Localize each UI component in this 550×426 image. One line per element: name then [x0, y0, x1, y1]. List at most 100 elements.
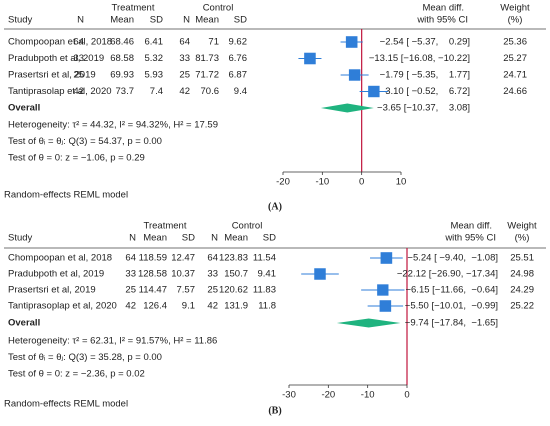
group-header: Control [232, 221, 263, 232]
column-header: SD [182, 233, 195, 244]
cell: 64 [179, 37, 190, 48]
column-header: Mean [110, 15, 134, 26]
note: Test of θᵢ = θⱼ: Q(3) = 35.28, p = 0.00 [8, 352, 162, 363]
study-name: Tantiprasolap et al, 2020 [8, 86, 112, 97]
cell: 10.37 [171, 269, 195, 280]
column-header: Study [8, 15, 33, 26]
cell: 6.76 [229, 53, 248, 64]
model-note: Random-effects REML model [4, 399, 128, 410]
cell: 69.93 [110, 70, 134, 81]
column-header: N [211, 233, 218, 244]
cell: 118.59 [139, 253, 167, 264]
cell: 73.7 [116, 86, 135, 97]
overall-name: Overall [8, 318, 40, 329]
study-name: Pradubpoth et al, 2019 [8, 269, 104, 280]
note: Test of θ = 0: z = −2.36, p = 0.02 [8, 369, 145, 380]
cell: 68.58 [110, 53, 134, 64]
cell: 71 [208, 37, 219, 48]
x-tick-label: 0 [359, 177, 364, 188]
x-tick-label: -30 [282, 390, 296, 401]
cell: 114.47 [139, 285, 167, 296]
cell: 150.7 [224, 269, 248, 280]
weight-label: 24.71 [503, 70, 527, 81]
column-header: Mean diff. [450, 221, 492, 232]
note: Test of θ = 0: z = −1.06, p = 0.29 [8, 153, 145, 164]
column-header: with 95% CI [444, 233, 496, 244]
x-tick-label: -10 [361, 390, 375, 401]
column-header: N [77, 15, 84, 26]
weight-label: 24.66 [503, 86, 527, 97]
x-tick-label: -20 [321, 390, 335, 401]
column-header: SD [263, 233, 276, 244]
overall-diamond [336, 318, 401, 328]
cell: 42 [179, 86, 190, 97]
cell: 9.4 [234, 86, 247, 97]
column-header: Mean diff. [422, 3, 464, 14]
effect-square [314, 268, 326, 280]
model-note: Random-effects REML model [4, 190, 128, 201]
cell: 9.41 [258, 269, 277, 280]
overall-name: Overall [8, 103, 40, 114]
cell: 42 [207, 301, 218, 312]
cell: 64 [207, 253, 218, 264]
cell: 33 [125, 269, 136, 280]
group-header: Treatment [144, 221, 187, 232]
cell: 9.62 [229, 37, 248, 48]
cell: 120.62 [219, 285, 248, 296]
cell: 42 [73, 86, 84, 97]
cell: 70.6 [201, 86, 220, 97]
column-header: Weight [500, 3, 530, 14]
study-name: Chompoopan et al, 2018 [8, 37, 112, 48]
cell: 6.87 [229, 70, 248, 81]
column-header: (%) [508, 15, 523, 26]
cell: 11.54 [253, 253, 276, 264]
cell: 9.1 [182, 301, 195, 312]
effect-label: −9.74 [−17.84, −1.65] [405, 318, 498, 329]
cell: 6.41 [145, 37, 164, 48]
weight-label: 25.51 [510, 253, 534, 264]
effect-label: −5.50 [−10.01, −0.99] [405, 301, 498, 312]
cell: 7.4 [150, 86, 163, 97]
cell: 7.57 [177, 285, 196, 296]
cell: 81.73 [195, 53, 219, 64]
x-tick-label: -10 [315, 177, 329, 188]
cell: 33 [179, 53, 190, 64]
x-tick-label: 10 [396, 177, 407, 188]
study-name: Chompoopan et al, 2018 [8, 253, 112, 264]
cell: 5.32 [145, 53, 164, 64]
study-name: Prasertsri et al, 2019 [8, 285, 96, 296]
effect-square [345, 36, 358, 48]
cell: 123.83 [219, 253, 248, 264]
cell: 64 [73, 37, 84, 48]
study-name: Pradubpoth et al, 2019 [8, 53, 104, 64]
column-header: N [129, 233, 136, 244]
x-tick-label: 0 [404, 390, 409, 401]
panel-label: (A) [268, 201, 282, 212]
effect-label: −13.15 [−16.08, −10.22] [369, 53, 470, 64]
effect-label: −3.65 [−10.37, 3.08] [377, 103, 470, 114]
panel-label: (B) [268, 405, 281, 416]
column-header: with 95% CI [416, 15, 468, 26]
cell: 128.58 [138, 269, 167, 280]
note: Heterogeneity: τ² = 62.31, I² = 91.57%, … [8, 336, 217, 347]
cell: 42 [125, 301, 136, 312]
effect-label: −6.15 [−11.66, −0.64] [405, 285, 498, 296]
weight-label: 24.29 [510, 285, 534, 296]
note: Heterogeneity: τ² = 44.32, I² = 94.32%, … [8, 120, 218, 131]
cell: 64 [125, 253, 136, 264]
weight-label: 24.98 [510, 269, 534, 280]
effect-square [368, 85, 380, 98]
effect-label: 3.10 [ −0.52, 6.72] [385, 86, 470, 97]
cell: 11.8 [258, 301, 276, 312]
weight-label: 25.27 [503, 53, 527, 64]
group-header: Treatment [112, 3, 155, 14]
weight-label: 25.22 [510, 301, 534, 312]
cell: 71.72 [195, 70, 219, 81]
cell: 25 [179, 70, 190, 81]
effect-label: −1.79 [ −5.35, 1.77] [380, 70, 470, 81]
column-header: SD [234, 15, 247, 26]
cell: 5.93 [145, 70, 164, 81]
overall-diamond [320, 103, 374, 113]
note: Test of θᵢ = θⱼ: Q(3) = 54.37, p = 0.00 [8, 136, 162, 147]
